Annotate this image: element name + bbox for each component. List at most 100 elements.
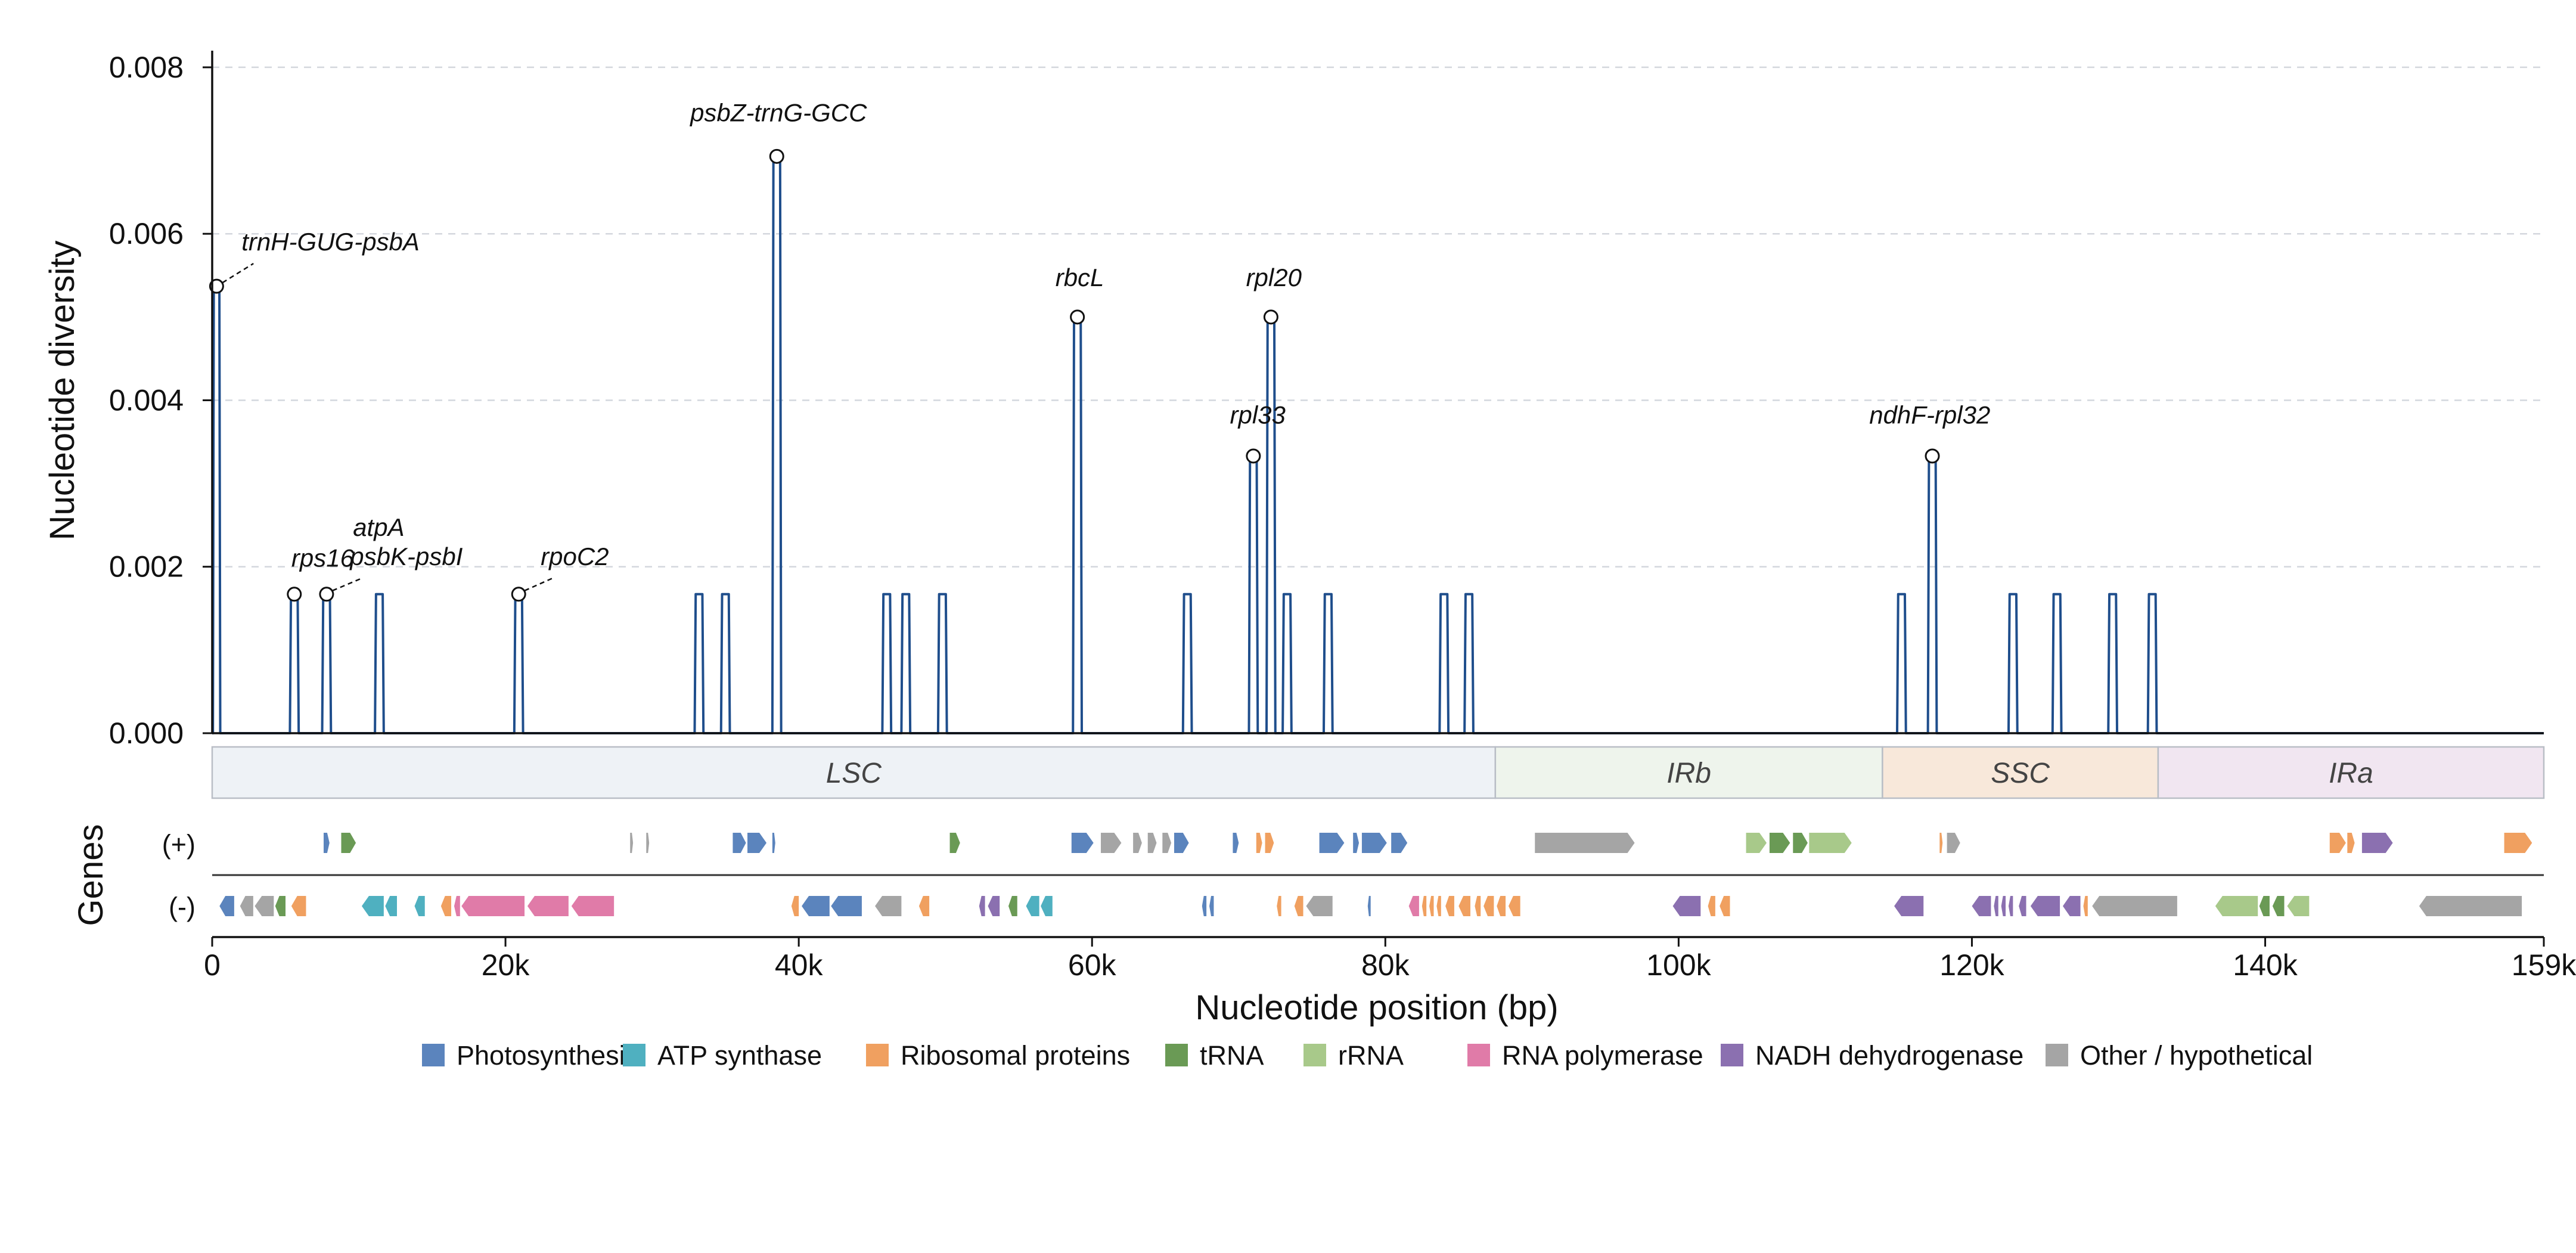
gene-feature — [527, 896, 569, 916]
region-box — [2157, 746, 2545, 799]
legend-entry: ATP synthase — [657, 1040, 822, 1071]
gene-feature — [2215, 896, 2258, 916]
gene-feature — [255, 896, 274, 916]
gridlines — [212, 66, 2544, 567]
legend-entry: RNA polymerase — [1502, 1040, 1703, 1071]
gene-feature — [1174, 833, 1189, 853]
x-tick-label: 40k — [775, 948, 824, 982]
minus-strand-label: (-) — [169, 892, 195, 922]
region-box — [1494, 746, 1883, 799]
peak-marker — [1246, 448, 1261, 464]
gene-feature — [1041, 896, 1053, 916]
x-tick-label: 20k — [482, 948, 530, 982]
gene-feature — [219, 896, 234, 916]
peak-marker — [209, 278, 224, 294]
axes: Nucleotide diversity Nucleotide position… — [43, 51, 2544, 1027]
legend-entry: rRNA — [1338, 1040, 1404, 1071]
peak-label: rps16 — [291, 544, 355, 572]
gene-feature — [1391, 833, 1408, 853]
legend-entry: Other / hypothetical — [2080, 1040, 2313, 1071]
annotation-leader — [332, 577, 362, 591]
gene-feature — [1277, 896, 1281, 916]
gene-feature — [1133, 833, 1142, 853]
gene-feature — [1147, 833, 1157, 853]
legend-entry: Ribosomal proteins — [901, 1040, 1130, 1071]
gene-feature — [1265, 833, 1274, 853]
diversity-series-line — [212, 155, 2544, 734]
gene-feature — [2092, 896, 2177, 916]
legend-entry: tRNA — [1200, 1040, 1264, 1071]
gene-feature — [2272, 896, 2285, 916]
y-tick-label: 0.008 — [109, 51, 184, 84]
gene-feature — [1720, 896, 1730, 916]
gene-feature — [440, 896, 452, 916]
gene-feature — [2287, 896, 2310, 916]
gene-feature — [1162, 833, 1172, 853]
legend-swatch — [623, 1044, 645, 1066]
diversity-line — [212, 155, 2544, 734]
x-tick-label: 100k — [1646, 948, 1711, 982]
gene-feature — [949, 833, 960, 853]
peak-marker — [1263, 309, 1278, 325]
gene-feature — [1672, 896, 1701, 916]
x-tick-label: 120k — [1939, 948, 2004, 982]
legend-swatch — [2046, 1044, 2068, 1066]
gene-feature — [414, 896, 425, 916]
peak-marker — [319, 587, 334, 602]
y-axis-title: Nucleotide diversity — [43, 241, 82, 541]
region-label: IRa — [2329, 758, 2373, 789]
gene-feature — [1458, 896, 1471, 916]
gene-feature — [1994, 896, 1998, 916]
gene-feature — [1408, 896, 1419, 916]
peak-label: atpA — [353, 513, 404, 541]
gene-feature — [1367, 896, 1371, 916]
gene-feature — [1483, 896, 1494, 916]
gene-feature — [2504, 833, 2532, 853]
gene-feature — [1422, 896, 1427, 916]
peak-label: rpl20 — [1246, 263, 1302, 291]
gene-feature — [1947, 833, 1960, 853]
gene-feature — [2008, 896, 2013, 916]
gene-feature — [1809, 833, 1852, 853]
gene-feature — [361, 896, 384, 916]
gene-feature — [1793, 833, 1808, 853]
gene-feature — [2062, 896, 2081, 916]
gene-feature — [275, 896, 286, 916]
gene-feature — [2361, 833, 2393, 853]
gene-feature — [772, 833, 775, 853]
peak-markers — [209, 148, 1940, 602]
gene-feature — [831, 896, 862, 916]
legend: Photosynthesis ATP synthase Ribosomal prot… — [422, 1040, 2313, 1071]
region-label: IRb — [1666, 758, 1711, 789]
gene-feature — [1436, 896, 1441, 916]
peak-marker — [511, 587, 526, 602]
gene-feature — [2083, 896, 2088, 916]
gene-feature — [1100, 833, 1122, 853]
x-tick-label: 0 — [204, 948, 221, 982]
peak-label: psbK-psbI — [349, 542, 463, 570]
gene-feature — [1497, 896, 1506, 916]
legend-swatch — [1721, 1044, 1743, 1066]
gene-feature — [1209, 896, 1214, 916]
gene-feature — [323, 833, 330, 853]
plus-strand-label: (+) — [162, 829, 195, 860]
peak-label: trnH-GUG-psbA — [241, 228, 420, 256]
gene-feature — [1972, 896, 1991, 916]
y-tick-label: 0.004 — [109, 383, 184, 417]
gene-feature — [454, 896, 460, 916]
gene-feature — [1353, 833, 1360, 853]
gene-feature — [1769, 833, 1790, 853]
peak-marker — [1925, 448, 1940, 464]
x-axis-title: Nucleotide position (bp) — [1195, 988, 1558, 1027]
gene-feature — [1939, 833, 1943, 853]
gene-feature — [571, 896, 614, 916]
peak-label: rbcL — [1056, 263, 1104, 291]
legend-swatch — [866, 1044, 889, 1066]
peak-marker — [1070, 309, 1085, 325]
gene-feature — [1071, 833, 1094, 853]
gene-feature — [979, 896, 985, 916]
gene-track: Genes (+) (-) 0 20k 40k 60k 80k 100k 120k 140k 1… — [72, 824, 2576, 982]
gene-feature — [918, 896, 930, 916]
gene-feature — [1294, 896, 1303, 916]
